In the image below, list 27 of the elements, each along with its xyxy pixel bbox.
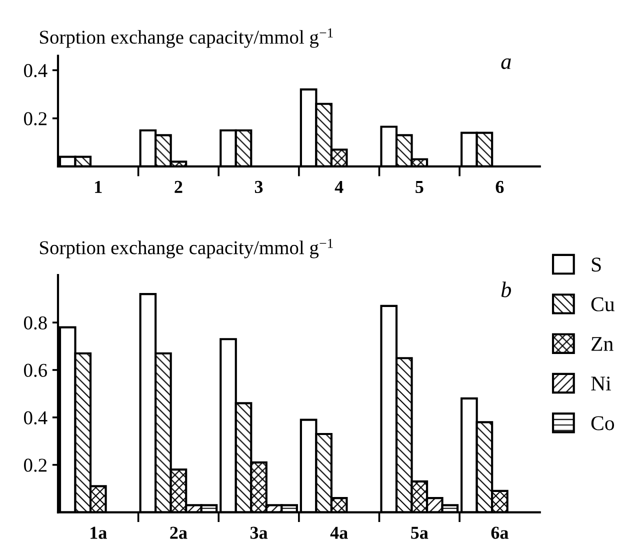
legend-label: Zn bbox=[592, 337, 614, 351]
x-tick-label: 4 bbox=[334, 180, 344, 193]
legend-label: S bbox=[592, 258, 601, 272]
y-tick-label: 0.4 bbox=[24, 411, 48, 424]
x-tick-label: 2 bbox=[174, 180, 182, 193]
y-axis-title: Sorption exchange capacity/mmol g$^{−1}$ bbox=[40, 238, 333, 258]
y-tick-label: 0.2 bbox=[24, 112, 47, 126]
legend-label: Co bbox=[591, 416, 614, 430]
annotation: a bbox=[501, 58, 511, 70]
x-tick-label: 3a bbox=[250, 526, 268, 539]
y-tick-label: 0.8 bbox=[24, 316, 47, 330]
y-axis-title: Sorption exchange capacity/mmol g$^{−1}$ bbox=[40, 28, 333, 48]
x-tick-label: 1 bbox=[95, 180, 102, 193]
x-tick-label: 3 bbox=[254, 180, 263, 194]
x-tick-label: 6a bbox=[491, 526, 508, 539]
x-tick-label: 4a bbox=[330, 526, 348, 539]
x-tick-label: 2a bbox=[170, 526, 188, 539]
x-tick-label: 5a bbox=[411, 526, 428, 539]
y-tick-label: 0.4 bbox=[24, 64, 48, 78]
x-tick-label: 6 bbox=[496, 180, 504, 194]
legend-label: Cu bbox=[591, 297, 614, 312]
annotation: b bbox=[501, 282, 512, 298]
y-tick-label: 0.6 bbox=[24, 364, 47, 377]
legend-label: Ni bbox=[591, 376, 611, 390]
x-tick-label: 5 bbox=[416, 181, 424, 194]
x-tick-label: 1a bbox=[90, 526, 107, 539]
y-tick-label: 0.2 bbox=[24, 458, 47, 472]
